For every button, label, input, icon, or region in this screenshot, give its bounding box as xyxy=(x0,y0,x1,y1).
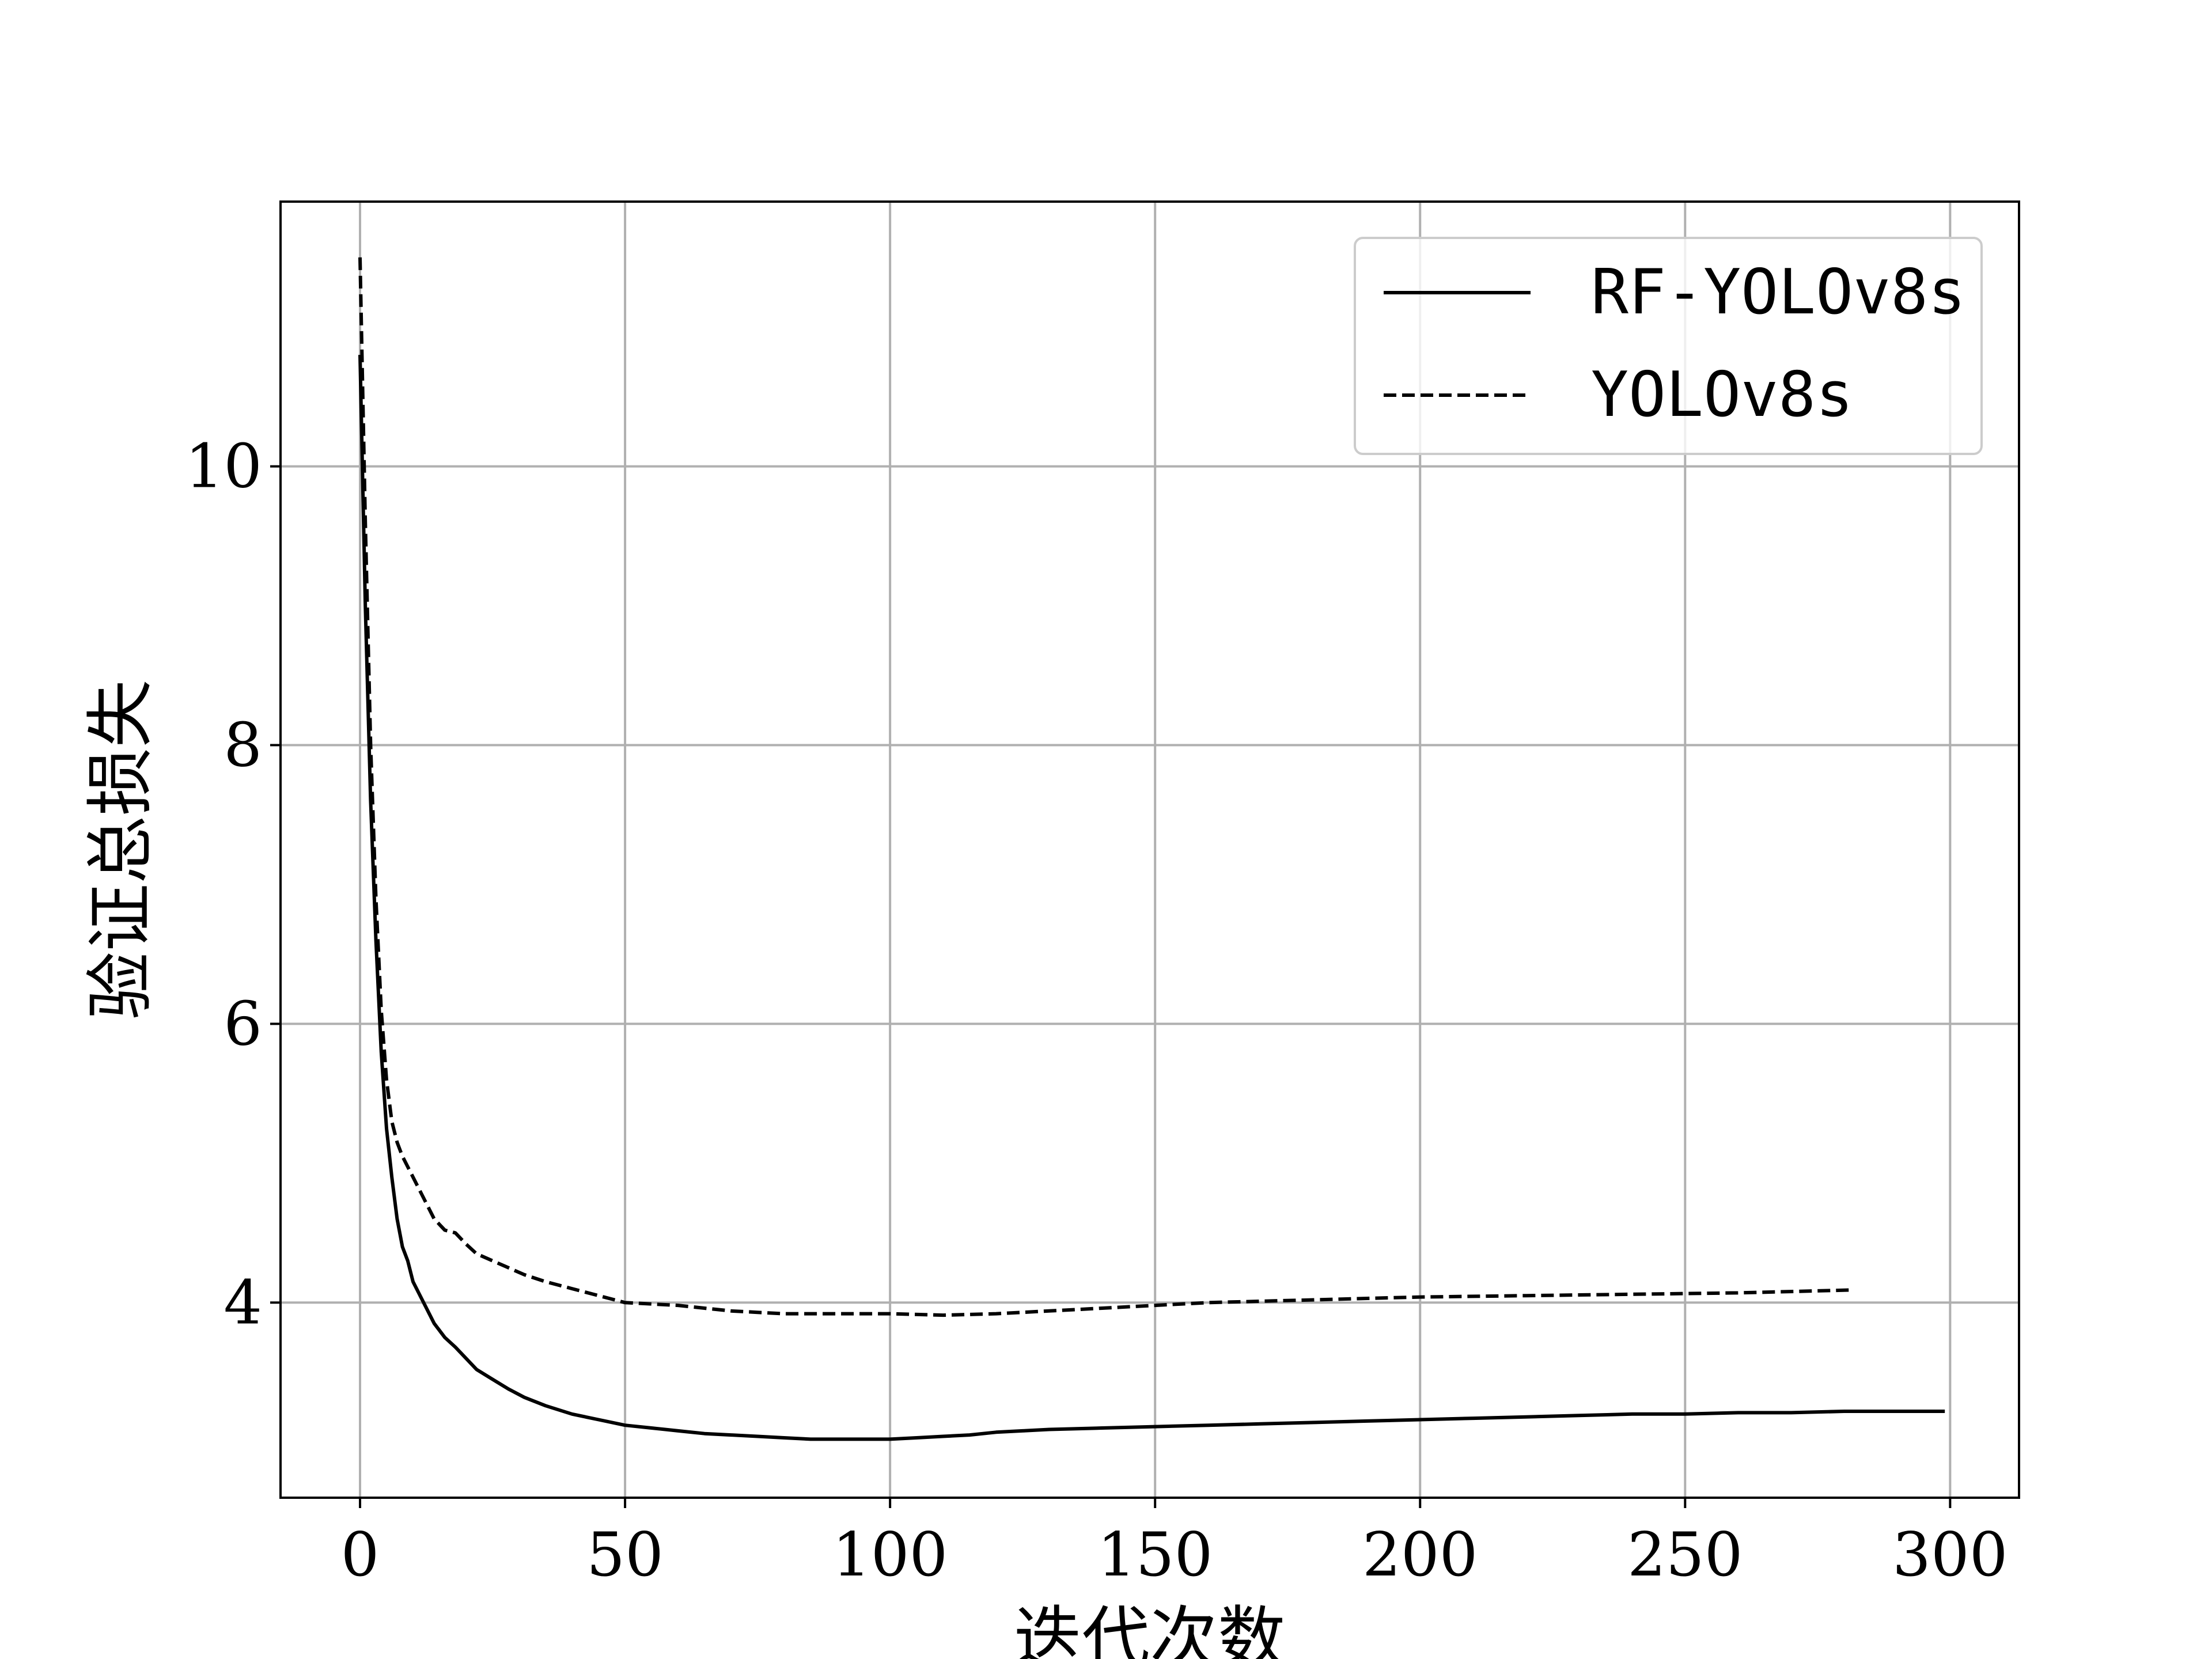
x-axis-label: 迭代次数 xyxy=(1014,1599,1286,1659)
series-lines xyxy=(358,257,1945,1441)
y-tick-label: 6 xyxy=(224,988,262,1059)
legend-label: RF-YOLOv8s xyxy=(1591,256,1965,328)
series-line-RF-YOLOv8s xyxy=(358,355,1945,1441)
y-tick-label: 10 xyxy=(185,431,262,502)
grid xyxy=(281,202,2019,1498)
x-tick-label: 300 xyxy=(1892,1520,2008,1590)
x-tick-label: 50 xyxy=(586,1520,664,1590)
x-tick-label: 200 xyxy=(1362,1520,1478,1590)
y-tick-label: 8 xyxy=(224,710,262,781)
y-axis-label: 验证总损失 xyxy=(81,680,160,1020)
y-tick-label: 4 xyxy=(224,1267,262,1338)
legend: RF-YOLOv8s YOLOv8s xyxy=(1354,237,1983,455)
x-tick-label: 250 xyxy=(1627,1520,1743,1590)
x-tick-label: 0 xyxy=(341,1520,380,1590)
x-tick-label: 100 xyxy=(832,1520,948,1590)
plot-frame xyxy=(279,200,2020,1499)
x-tick-label: 150 xyxy=(1097,1520,1213,1590)
series-line-YOLOv8s xyxy=(358,257,1850,1317)
legend-label: YOLOv8s xyxy=(1591,359,1853,431)
ticks: 0 50 100 150 200 250 300 4 6 8 10 xyxy=(185,431,2008,1590)
